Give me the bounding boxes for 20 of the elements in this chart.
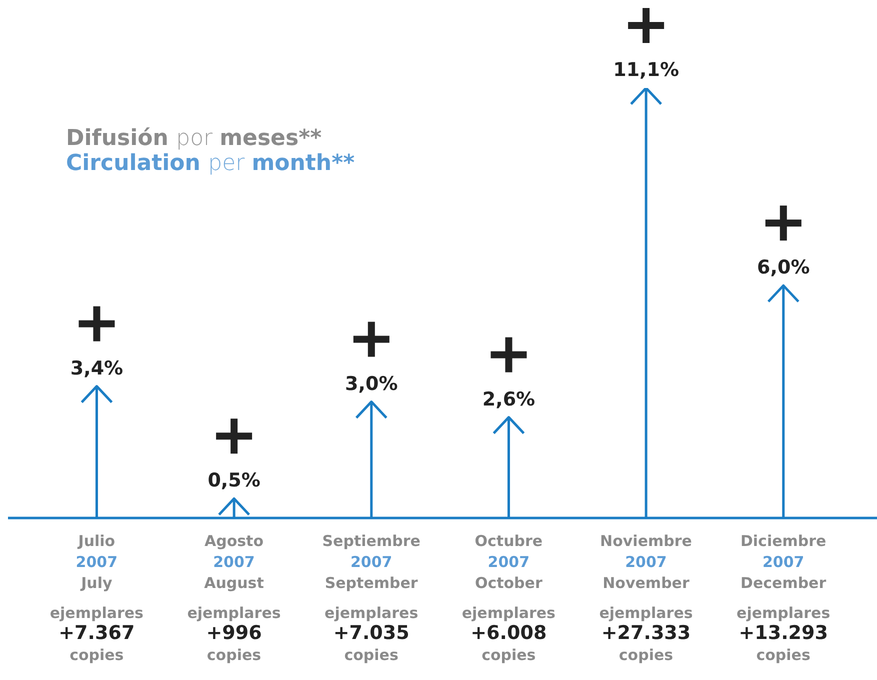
text: Circulation per month** [66,151,355,176]
x-tick-label: Agosto 2007 August [204,532,264,592]
text: ejemplares +7.035 copies [324,604,418,664]
data-label: 0,5% [208,470,260,492]
text: ejemplares +6.008 copies [462,604,556,664]
text: Difusión por meses** [66,126,322,151]
x-tick-label: Noviembre 2007 November [600,532,692,592]
data-label: 11,1% [613,59,680,81]
x-tick-label: Septiembre 2007 September [322,532,420,592]
data-label: 3,0% [345,372,398,395]
data-label: 6,0% [757,256,810,279]
x-tick-label: Diciembre 2007 December [740,532,827,592]
text: ejemplares +27.333 copies [599,604,693,664]
data-label: 2,6% [482,388,536,410]
x-tick-label: Octubre 2007 October [474,532,543,592]
text: ejemplares +996 copies [187,604,281,664]
text: ejemplares +13.293 copies [736,604,830,664]
x-tick-label: Julio 2007 July [76,532,118,592]
text: ejemplares +7.367 copies [50,604,144,664]
data-label: 3,4% [70,357,124,380]
